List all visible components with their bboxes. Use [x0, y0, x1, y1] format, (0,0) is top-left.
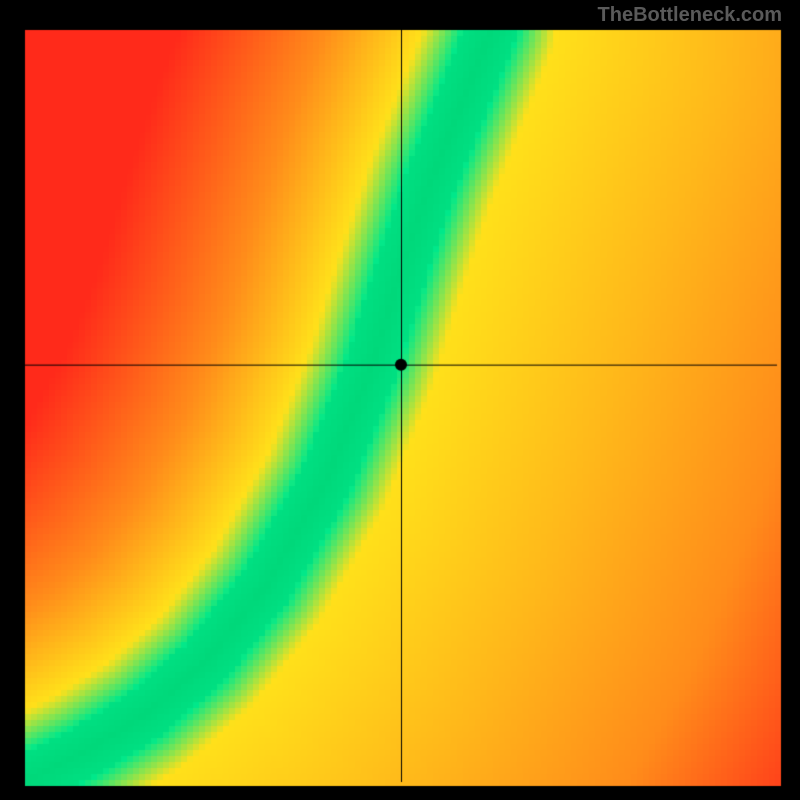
bottleneck-heatmap: TheBottleneck.com — [0, 0, 800, 800]
heatmap-canvas — [0, 0, 800, 800]
watermark-text: TheBottleneck.com — [598, 4, 782, 27]
